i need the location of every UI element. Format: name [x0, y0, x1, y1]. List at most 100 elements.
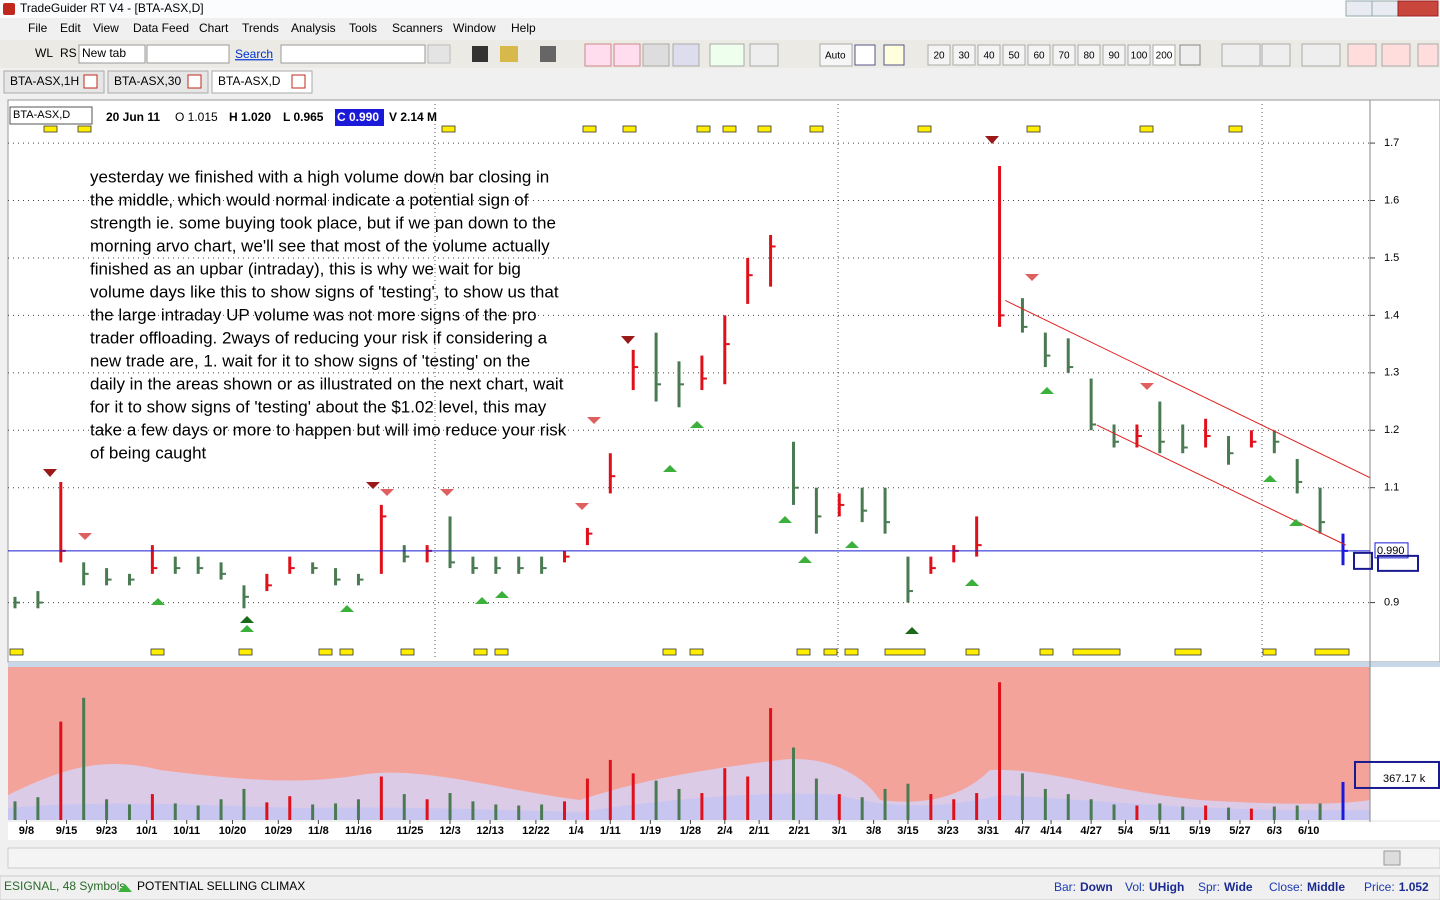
tool-button[interactable] — [854, 44, 876, 66]
zoom-button[interactable] — [1152, 44, 1176, 66]
zoom-label[interactable]: 30 — [958, 51, 970, 62]
tool-button[interactable] — [642, 43, 670, 67]
zoom-label[interactable]: 60 — [1033, 51, 1045, 62]
symbol-input[interactable] — [146, 44, 230, 64]
tab-close[interactable] — [291, 74, 306, 89]
tool-button[interactable] — [883, 44, 905, 66]
zoom-button[interactable] — [927, 44, 951, 66]
tab[interactable] — [211, 70, 313, 94]
menu-item[interactable]: Chart — [199, 21, 229, 35]
menu-item[interactable]: View — [93, 21, 119, 35]
print-icon[interactable] — [540, 46, 556, 62]
tab-close[interactable] — [83, 74, 98, 89]
zoom-button[interactable] — [1077, 44, 1101, 66]
tool-button[interactable] — [672, 43, 700, 67]
zoom-label[interactable]: 80 — [1083, 51, 1095, 62]
go-button[interactable] — [427, 44, 451, 64]
zoom-icon[interactable] — [1179, 44, 1201, 66]
zoom-button[interactable] — [1127, 44, 1151, 66]
zoom-button[interactable] — [1102, 44, 1126, 66]
wl-button[interactable]: WL — [35, 46, 53, 60]
zoom-label[interactable]: 20 — [933, 51, 945, 62]
zoom-label[interactable]: 90 — [1108, 51, 1120, 62]
menu-item[interactable]: Edit — [60, 21, 81, 35]
tool-button[interactable] — [709, 43, 745, 67]
tool-button[interactable] — [613, 43, 641, 67]
save-icon[interactable] — [472, 46, 488, 62]
minimize-button[interactable] — [1345, 0, 1373, 17]
volume-bar — [82, 697, 86, 820]
x-tick-label: 9/23 — [96, 825, 117, 837]
auto-button[interactable] — [819, 43, 853, 67]
maximize-button[interactable] — [1371, 0, 1399, 17]
volume-bar — [860, 797, 864, 820]
zoom-label[interactable]: 100 — [1131, 51, 1148, 62]
info-symbol: BTA-ASX,D — [13, 109, 70, 121]
zoom-button[interactable] — [1027, 44, 1051, 66]
open-icon[interactable] — [500, 46, 518, 62]
new-tab-label[interactable]: New tab — [82, 46, 126, 60]
volume-bar — [425, 799, 429, 820]
volume-bar — [585, 778, 589, 820]
zoom-button[interactable] — [952, 44, 976, 66]
x-tick-label: 4/14 — [1040, 825, 1062, 837]
tab-label[interactable]: BTA-ASX,30 — [114, 74, 181, 88]
scroll-thumb[interactable] — [1383, 850, 1401, 866]
zoom-button[interactable] — [977, 44, 1001, 66]
buy-signal — [475, 597, 489, 604]
tool-button[interactable] — [1221, 43, 1261, 67]
panel-splitter[interactable] — [8, 662, 1440, 667]
buy-signal — [240, 616, 254, 623]
buy-signal — [663, 465, 677, 472]
rs-button[interactable]: RS — [60, 46, 77, 60]
tool-button[interactable] — [1381, 43, 1411, 67]
zoom-button[interactable] — [1002, 44, 1026, 66]
sell-signal — [1140, 383, 1154, 390]
title-bar — [0, 0, 1440, 18]
horizontal-scrollbar[interactable] — [7, 847, 1440, 869]
tab-label[interactable]: BTA-ASX,D — [218, 74, 281, 88]
tool-button[interactable] — [1261, 43, 1291, 67]
tool-button[interactable] — [1301, 43, 1341, 67]
annotation-line: new trade are, 1. wait for it to show si… — [90, 351, 530, 370]
search-dropdown[interactable] — [280, 44, 426, 64]
tool-button[interactable] — [584, 43, 612, 67]
symbol-box[interactable] — [9, 106, 93, 125]
close-button[interactable] — [1397, 0, 1439, 17]
annotation-line: the large intraday UP volume was not mor… — [90, 305, 537, 324]
tool-button[interactable] — [1347, 43, 1377, 67]
tool-button[interactable] — [749, 43, 779, 67]
menu-item[interactable]: Scanners — [392, 21, 443, 35]
sell-signal — [43, 469, 57, 477]
buy-signal — [690, 421, 704, 428]
auto-label[interactable]: Auto — [825, 51, 846, 62]
zoom-label[interactable]: 50 — [1008, 51, 1020, 62]
tab-label[interactable]: BTA-ASX,1H — [10, 74, 79, 88]
zoom-label[interactable]: 40 — [983, 51, 995, 62]
menu-item[interactable]: Data Feed — [133, 21, 189, 35]
zoom-label[interactable]: 200 — [1156, 51, 1173, 62]
annotation-line: strength ie. some buying took place, but… — [90, 213, 556, 232]
x-tick-label: 1/4 — [568, 825, 584, 837]
tool-button[interactable] — [1417, 43, 1439, 67]
menu-item[interactable]: File — [28, 21, 48, 35]
zoom-label[interactable]: 70 — [1058, 51, 1070, 62]
tab[interactable] — [107, 70, 209, 94]
new-tab-box[interactable] — [78, 44, 146, 64]
menu-item[interactable]: Window — [453, 21, 496, 35]
menu-item[interactable]: Trends — [242, 21, 279, 35]
menu-item[interactable]: Analysis — [291, 21, 336, 35]
volume-bar — [791, 747, 795, 820]
menu-item[interactable]: Help — [511, 21, 536, 35]
tab[interactable] — [3, 70, 105, 94]
tab-close[interactable] — [187, 74, 202, 89]
volume-axis — [1370, 667, 1440, 820]
annotation-line: daily in the areas shown or as illustrat… — [90, 374, 564, 393]
menu-item[interactable]: Tools — [349, 21, 377, 35]
search-link[interactable]: Search — [235, 47, 273, 61]
zoom-button[interactable] — [1052, 44, 1076, 66]
status-value: Down — [1080, 880, 1113, 894]
sell-signal — [985, 136, 999, 144]
volume-bar — [402, 794, 406, 820]
trend-line — [1096, 424, 1347, 546]
